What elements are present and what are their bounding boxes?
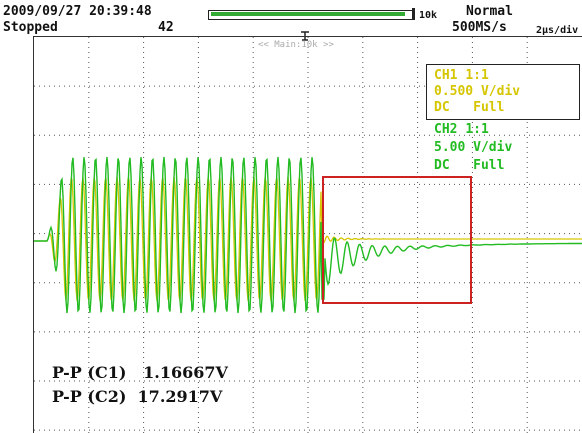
ch2-bandwidth: Full (473, 158, 505, 173)
ch2-coupling: DC (434, 158, 450, 173)
ch1-coupling: DC (434, 100, 450, 115)
ch1-title: CH1 1:1 (434, 68, 489, 84)
measurement-row-2: P-P (C2) 17.2917V (52, 388, 222, 406)
measurement-label-c1: P-P (C1) (52, 363, 127, 382)
trigger-count-readout: 42 (158, 20, 174, 35)
measurement-row-1: P-P (C1) 1.16667V (52, 364, 228, 382)
ch1-coupling-bandwidth: DC Full (434, 100, 504, 116)
ch2-name: CH2 (434, 122, 458, 137)
datetime-readout: 2009/09/27 20:39:48 (3, 4, 152, 19)
measurement-value-c2: 17.2917V (137, 387, 223, 406)
waveform-display[interactable] (33, 36, 582, 433)
acquisition-mode-readout: Normal (466, 4, 513, 19)
ch1-probe: 1:1 (465, 68, 489, 83)
measurement-label-c2: P-P (C2) (52, 387, 127, 406)
ch2-title: CH2 1:1 (434, 122, 489, 138)
record-bar-end-cap (412, 8, 415, 20)
ch2-coupling-bandwidth: DC Full (434, 158, 504, 174)
ch1-scale: 0.500 V/div (434, 84, 521, 99)
ch2-probe: 1:1 (465, 122, 489, 137)
timebase-readout: 2µs/div (536, 25, 579, 36)
record-length-readout: 10k (419, 10, 438, 21)
ch2-waveform-trace (34, 156, 582, 314)
record-length-bar-fill (211, 12, 405, 16)
record-length-bar[interactable] (208, 10, 414, 20)
waveform-screen (34, 37, 582, 433)
sample-rate-readout: 500MS/s (452, 20, 507, 35)
ch1-waveform-trace (34, 176, 582, 302)
channel-info-box[interactable] (426, 64, 580, 120)
ch1-bandwidth: Full (473, 100, 505, 115)
ch2-scale: 5.00 V/div (434, 140, 513, 155)
zoom-region-box[interactable] (322, 176, 472, 304)
zoom-window-label: << Main:10k >> (258, 40, 334, 50)
ch1-name: CH1 (434, 68, 458, 83)
run-state-readout: Stopped (3, 20, 58, 35)
measurement-value-c1: 1.16667V (143, 363, 228, 382)
